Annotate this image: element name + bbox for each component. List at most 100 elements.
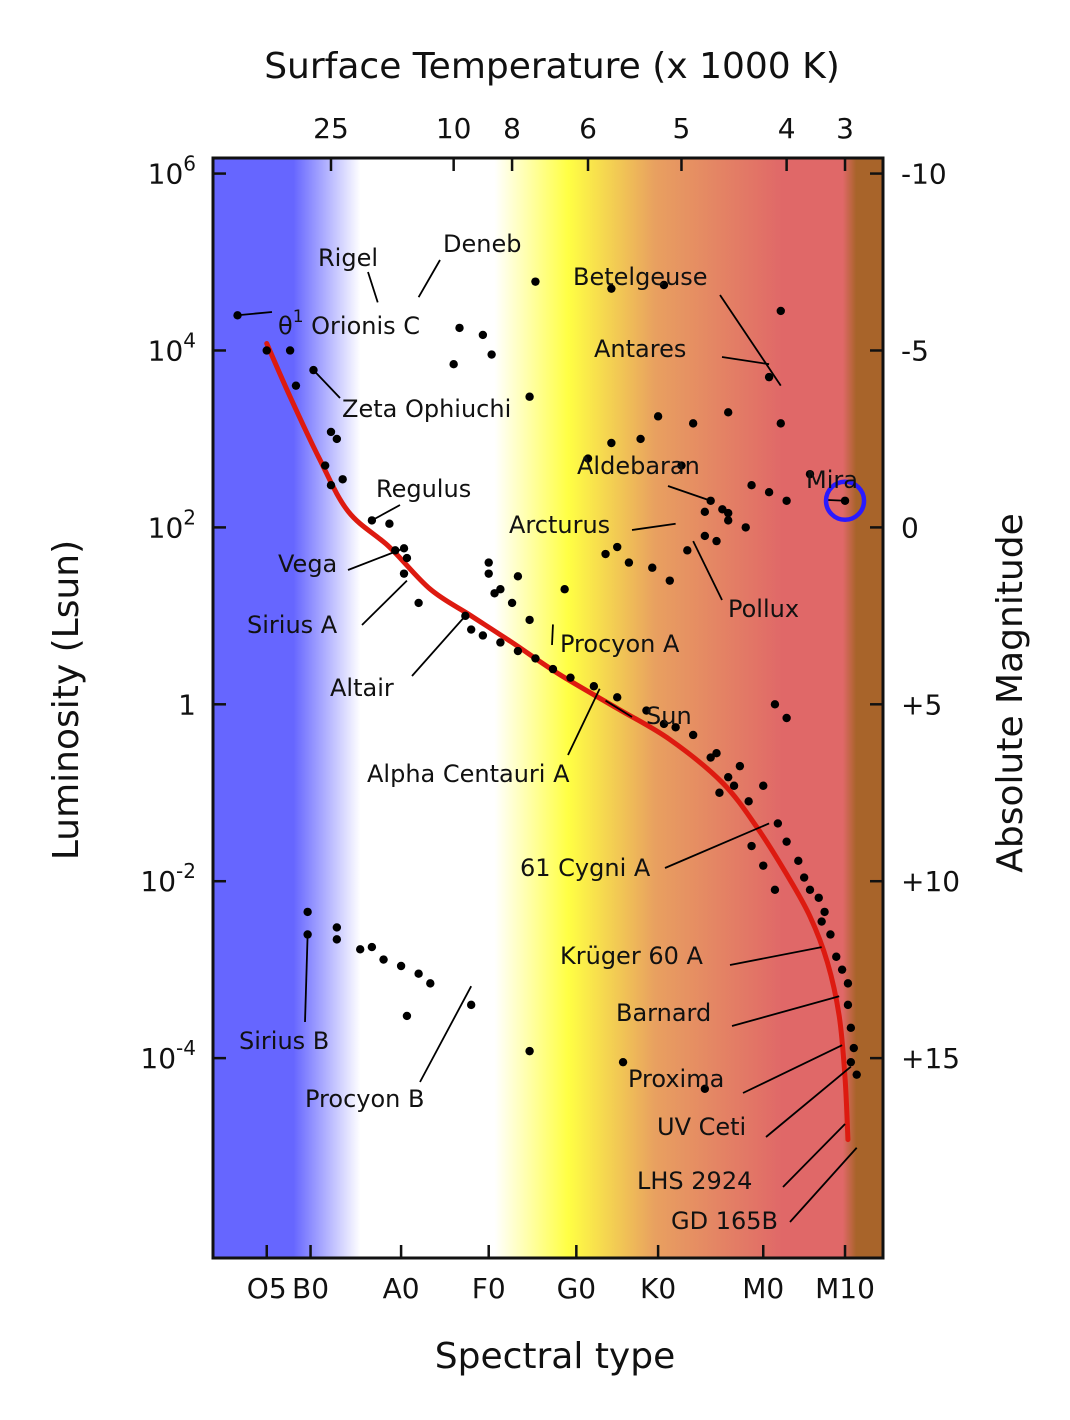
magnitude-tick-label: -5	[901, 334, 929, 367]
leader-line-aldebaran	[667, 485, 711, 502]
x-tick-label: G0	[557, 1272, 597, 1305]
star-point	[683, 546, 692, 555]
x-tick-label: B0	[292, 1272, 329, 1305]
star-point	[385, 519, 394, 528]
x-tick-label: A0	[383, 1272, 420, 1305]
star-point	[782, 496, 791, 505]
star-point	[426, 979, 435, 988]
star-point	[478, 631, 488, 640]
star-point	[583, 454, 593, 463]
star-point	[846, 1057, 856, 1067]
star-label-betelgeuse: Betelgeuse	[573, 263, 708, 291]
star-point	[715, 788, 724, 797]
star-label-zeta-ophiuchi: Zeta Ophiuchi	[342, 395, 511, 423]
star-point	[513, 646, 523, 656]
star-point	[700, 507, 710, 517]
leader-line-rigel	[367, 271, 379, 303]
temperature-tick-label: 4	[778, 112, 796, 145]
star-point	[712, 536, 721, 546]
star-point	[735, 761, 745, 771]
star-point	[613, 693, 622, 702]
star-point	[402, 553, 412, 563]
luminosity-tick-label: 10-2	[140, 859, 196, 898]
star-label-mira: Mira	[806, 466, 858, 494]
star-point	[449, 359, 458, 369]
star-label-regulus: Regulus	[376, 475, 471, 503]
star-point	[773, 819, 783, 828]
y-axis-title: Luminosity (Lsun)	[46, 540, 87, 860]
star-label-lhs-2924: LHS 2924	[637, 1167, 752, 1195]
star-point	[466, 625, 476, 634]
star-point	[677, 461, 686, 470]
star-label-vega: Vega	[278, 550, 337, 578]
x-tick-label: M0	[742, 1272, 784, 1305]
star-point	[770, 885, 780, 894]
leader-line-deneb	[417, 259, 441, 298]
star-label-barnard: Barnard	[616, 999, 711, 1027]
magnitude-tick-label: +10	[901, 865, 960, 898]
star-point	[820, 907, 829, 917]
star-point	[846, 1023, 856, 1033]
star-point	[513, 572, 523, 581]
star-label-layer: Rigel Deneb θ1 Orionis C Betelgeuse Antares Z…	[239, 230, 858, 1235]
star-point	[764, 372, 774, 382]
temperature-tick-label: 8	[503, 112, 521, 145]
star-point	[525, 615, 534, 625]
star-label-arcturus: Arcturus	[509, 511, 610, 539]
star-point	[262, 346, 271, 355]
leader-line-kr-ger-60-a	[729, 946, 822, 966]
star-point	[566, 673, 575, 682]
star-point	[648, 563, 657, 572]
plot-frame	[211, 156, 885, 1260]
star-label--orionis-c: θ1 Orionis C	[278, 307, 420, 340]
star-point	[601, 549, 610, 559]
leader-line-zeta-ophiuchi	[312, 369, 341, 399]
luminosity-tick-label: 104	[148, 328, 196, 367]
star-point	[613, 542, 622, 552]
star-label-altair: Altair	[330, 674, 394, 702]
star-point	[706, 496, 715, 505]
magnitude-tick-label: +15	[901, 1042, 960, 1075]
y2-axis-title: Absolute Magnitude	[990, 513, 1031, 873]
star-point	[712, 749, 721, 758]
star-point	[466, 1000, 476, 1010]
star-point	[618, 1057, 628, 1067]
plot-background	[213, 158, 883, 1258]
star-point	[531, 654, 540, 663]
leader-line-procyon-a	[551, 624, 554, 646]
temperature-tick-label: 10	[436, 112, 472, 145]
temperature-tick-label: 6	[579, 112, 597, 145]
star-point	[338, 475, 347, 484]
star-point	[741, 523, 750, 532]
star-point	[659, 719, 669, 729]
luminosity-tick-label: 106	[148, 152, 196, 191]
star-point	[744, 797, 753, 806]
star-point	[724, 516, 733, 525]
star-label-aldebaran: Aldebaran	[577, 452, 700, 480]
star-label-61-cygni-a: 61 Cygni A	[520, 854, 651, 882]
x-tick-label: M10	[815, 1272, 875, 1305]
star-point	[367, 516, 377, 525]
leader-line-antares	[721, 356, 770, 366]
star-point	[589, 682, 599, 691]
star-label-sirius-b: Sirius B	[239, 1027, 329, 1055]
star-point	[291, 381, 301, 390]
star-point	[849, 1043, 858, 1053]
star-label-alpha-centauri-a: Alpha Centauri A	[367, 760, 570, 788]
star-point	[843, 1000, 853, 1010]
leader-line-procyon-b	[419, 985, 472, 1083]
star-label-sun: Sun	[646, 702, 692, 730]
star-point	[396, 961, 406, 971]
star-point	[478, 330, 488, 340]
leader-line-sirius-a	[361, 580, 408, 626]
star-points-layer	[233, 277, 867, 1093]
star-point	[326, 427, 336, 437]
star-label-deneb: Deneb	[443, 230, 521, 258]
star-point	[776, 306, 785, 316]
x-axis-title: Spectral type	[435, 1336, 676, 1377]
star-point	[303, 907, 312, 917]
star-point	[805, 885, 815, 894]
leader-line-lhs-2924	[782, 1123, 846, 1188]
